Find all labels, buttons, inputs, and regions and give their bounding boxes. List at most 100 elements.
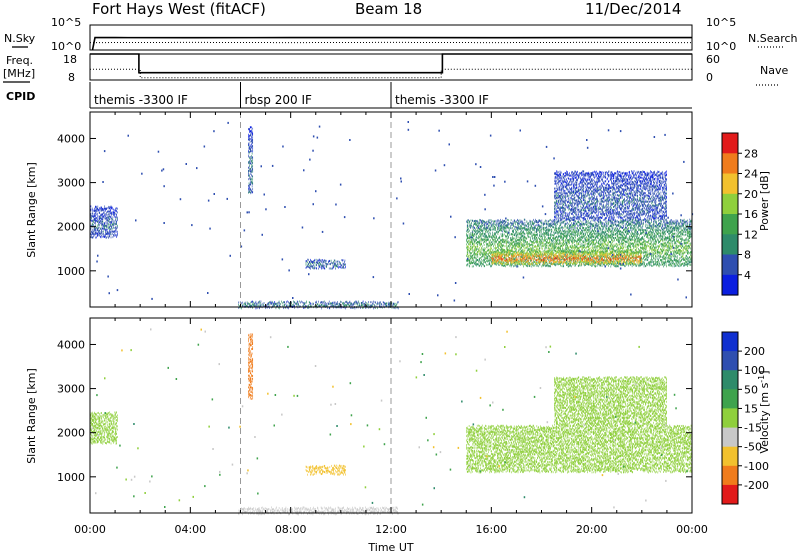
x-tick: 12:00 (375, 112, 407, 536)
colorbar-swatch (722, 408, 738, 428)
colorbar-swatch (722, 153, 738, 175)
nave-label: Nave (760, 64, 788, 77)
colorbar-tick: 8 (738, 249, 751, 262)
noise-panel: 10^5 10^0 10^5 10^0 N.Sky N.Search (4, 16, 798, 53)
cpid-segment: themis -3300 IF (89, 82, 188, 108)
range-time-cluster (466, 424, 693, 474)
colorbar-tick: 15 (738, 402, 758, 415)
colorbar-tick: 100 (738, 364, 765, 377)
colorbar-tick: 200 (738, 345, 765, 358)
colorbar-swatch (722, 234, 738, 256)
noise-plot (89, 36, 693, 51)
sparse-echoes (91, 328, 693, 509)
y-tick: 3000 (57, 177, 692, 190)
freq-axis-bottom-left: 8 (68, 71, 75, 84)
colorbar-tick-label: 100 (744, 364, 765, 377)
velocity-colorbar-label: Velocity [m s-1] (757, 370, 771, 453)
range-time-cluster (466, 218, 693, 268)
velocity-colorbar: 200 100 50 15 -15 -50 -100 -200 (721, 331, 769, 505)
date-label: 11/Dec/2014 (585, 0, 681, 18)
colorbar-swatch (722, 193, 738, 215)
colorbar-tick: 4 (738, 269, 751, 282)
x-tick-label: 00:00 (74, 523, 106, 536)
colorbar-tick-label: 200 (744, 345, 765, 358)
freq-axis-bottom-right: 0 (706, 71, 713, 84)
range-time-cluster (238, 300, 399, 310)
x-tick-label: 20:00 (576, 523, 608, 536)
x-tick-label: 16:00 (475, 523, 507, 536)
colorbar-tick-label: 16 (744, 208, 758, 221)
y-tick: 1000 (57, 471, 692, 484)
y-tick-label: 4000 (57, 132, 85, 145)
cpid-segment-label: rbsp 200 IF (245, 93, 312, 107)
freq-label: Freq. (6, 54, 33, 67)
range-time-cluster (90, 205, 118, 239)
colorbar-tick: -100 (738, 460, 769, 473)
range-time-cluster (238, 506, 399, 516)
colorbar-tick: 12 (738, 228, 758, 241)
colorbar-swatch (722, 254, 738, 276)
x-tick: 00:00 (676, 112, 708, 536)
velocity-ylabel: Slant Range [km] (25, 368, 38, 464)
noise-axis-top-right: 10^5 (706, 16, 736, 29)
colorbar-tick-label: 28 (744, 147, 758, 160)
x-tick-label: 12:00 (375, 523, 407, 536)
y-tick-label: 1000 (57, 265, 85, 278)
noise-axis-bottom-right: 10^0 (706, 40, 736, 53)
y-tick-label: 3000 (57, 177, 85, 190)
colorbar-swatch (722, 214, 738, 235)
noise-axis-bottom-left: 10^0 (51, 40, 81, 53)
colorbar-tick: 24 (738, 168, 758, 181)
x-tick-label: 08:00 (275, 523, 307, 536)
y-tick: 3000 (57, 383, 692, 396)
beam-label: Beam 18 (355, 0, 422, 18)
y-tick: 4000 (57, 132, 692, 145)
range-time-cluster (90, 411, 118, 445)
range-time-cluster (554, 376, 667, 428)
noise-axis-top-left: 10^5 (51, 16, 81, 29)
cpid-segment: themis -3300 IF (390, 82, 489, 108)
y-tick: 4000 (57, 338, 692, 351)
cpid-segment: rbsp 200 IF (240, 82, 312, 108)
colorbar-swatch (722, 274, 738, 296)
x-tick: 04:00 (174, 112, 206, 536)
time-axis: 00:00 04:00 08:00 12:00 16:00 20:00 00:00 (74, 112, 708, 536)
range-time-cluster (248, 333, 254, 400)
x-tick-label: 04:00 (174, 523, 206, 536)
cpid-label: CPID (6, 90, 35, 103)
colorbar-swatch (722, 446, 738, 467)
freq-panel: 18 8 60 0 Freq. [MHz] Nave (3, 53, 788, 86)
sparse-echoes (96, 121, 694, 302)
colorbar-tick: 16 (738, 208, 758, 221)
colorbar-tick-label: 20 (744, 188, 758, 201)
colorbar-tick: 20 (738, 188, 758, 201)
x-tick: 08:00 (275, 112, 307, 536)
nsky-label: N.Sky (4, 32, 36, 45)
colorbar-tick: -15 (738, 422, 762, 435)
colorbar-tick-label: 8 (744, 249, 751, 262)
colorbar-tick-label: -50 (744, 441, 762, 454)
cpid-segment-label: themis -3300 IF (395, 93, 489, 107)
y-tick: 2000 (57, 221, 692, 234)
y-tick-label: 3000 (57, 383, 85, 396)
time-axis-label: Time UT (367, 541, 413, 554)
cpid-row: CPID themis -3300 IF rbsp 200 IF themis -3… (6, 82, 692, 109)
colorbar-tick-label: 50 (744, 383, 758, 396)
power-ylabel: Slant Range [km] (25, 162, 38, 258)
range-time-cluster (305, 258, 346, 270)
colorbar-tick: 28 (738, 147, 758, 160)
colorbar-tick-label: -15 (744, 422, 762, 435)
colorbar-tick-label: 4 (744, 269, 751, 282)
x-tick: 16:00 (475, 112, 507, 536)
mhz-label: [MHz] (3, 67, 35, 80)
colorbar-swatch (722, 484, 738, 505)
colorbar-tick-label: -100 (744, 460, 769, 473)
velocity-scatter (90, 328, 693, 516)
colorbar-swatch (722, 332, 738, 352)
colorbar-swatch (722, 133, 738, 154)
colorbar-tick-label: 15 (744, 402, 758, 415)
range-time-cluster (554, 170, 667, 222)
nsky-line (91, 36, 692, 51)
colorbar-swatch (722, 427, 738, 448)
